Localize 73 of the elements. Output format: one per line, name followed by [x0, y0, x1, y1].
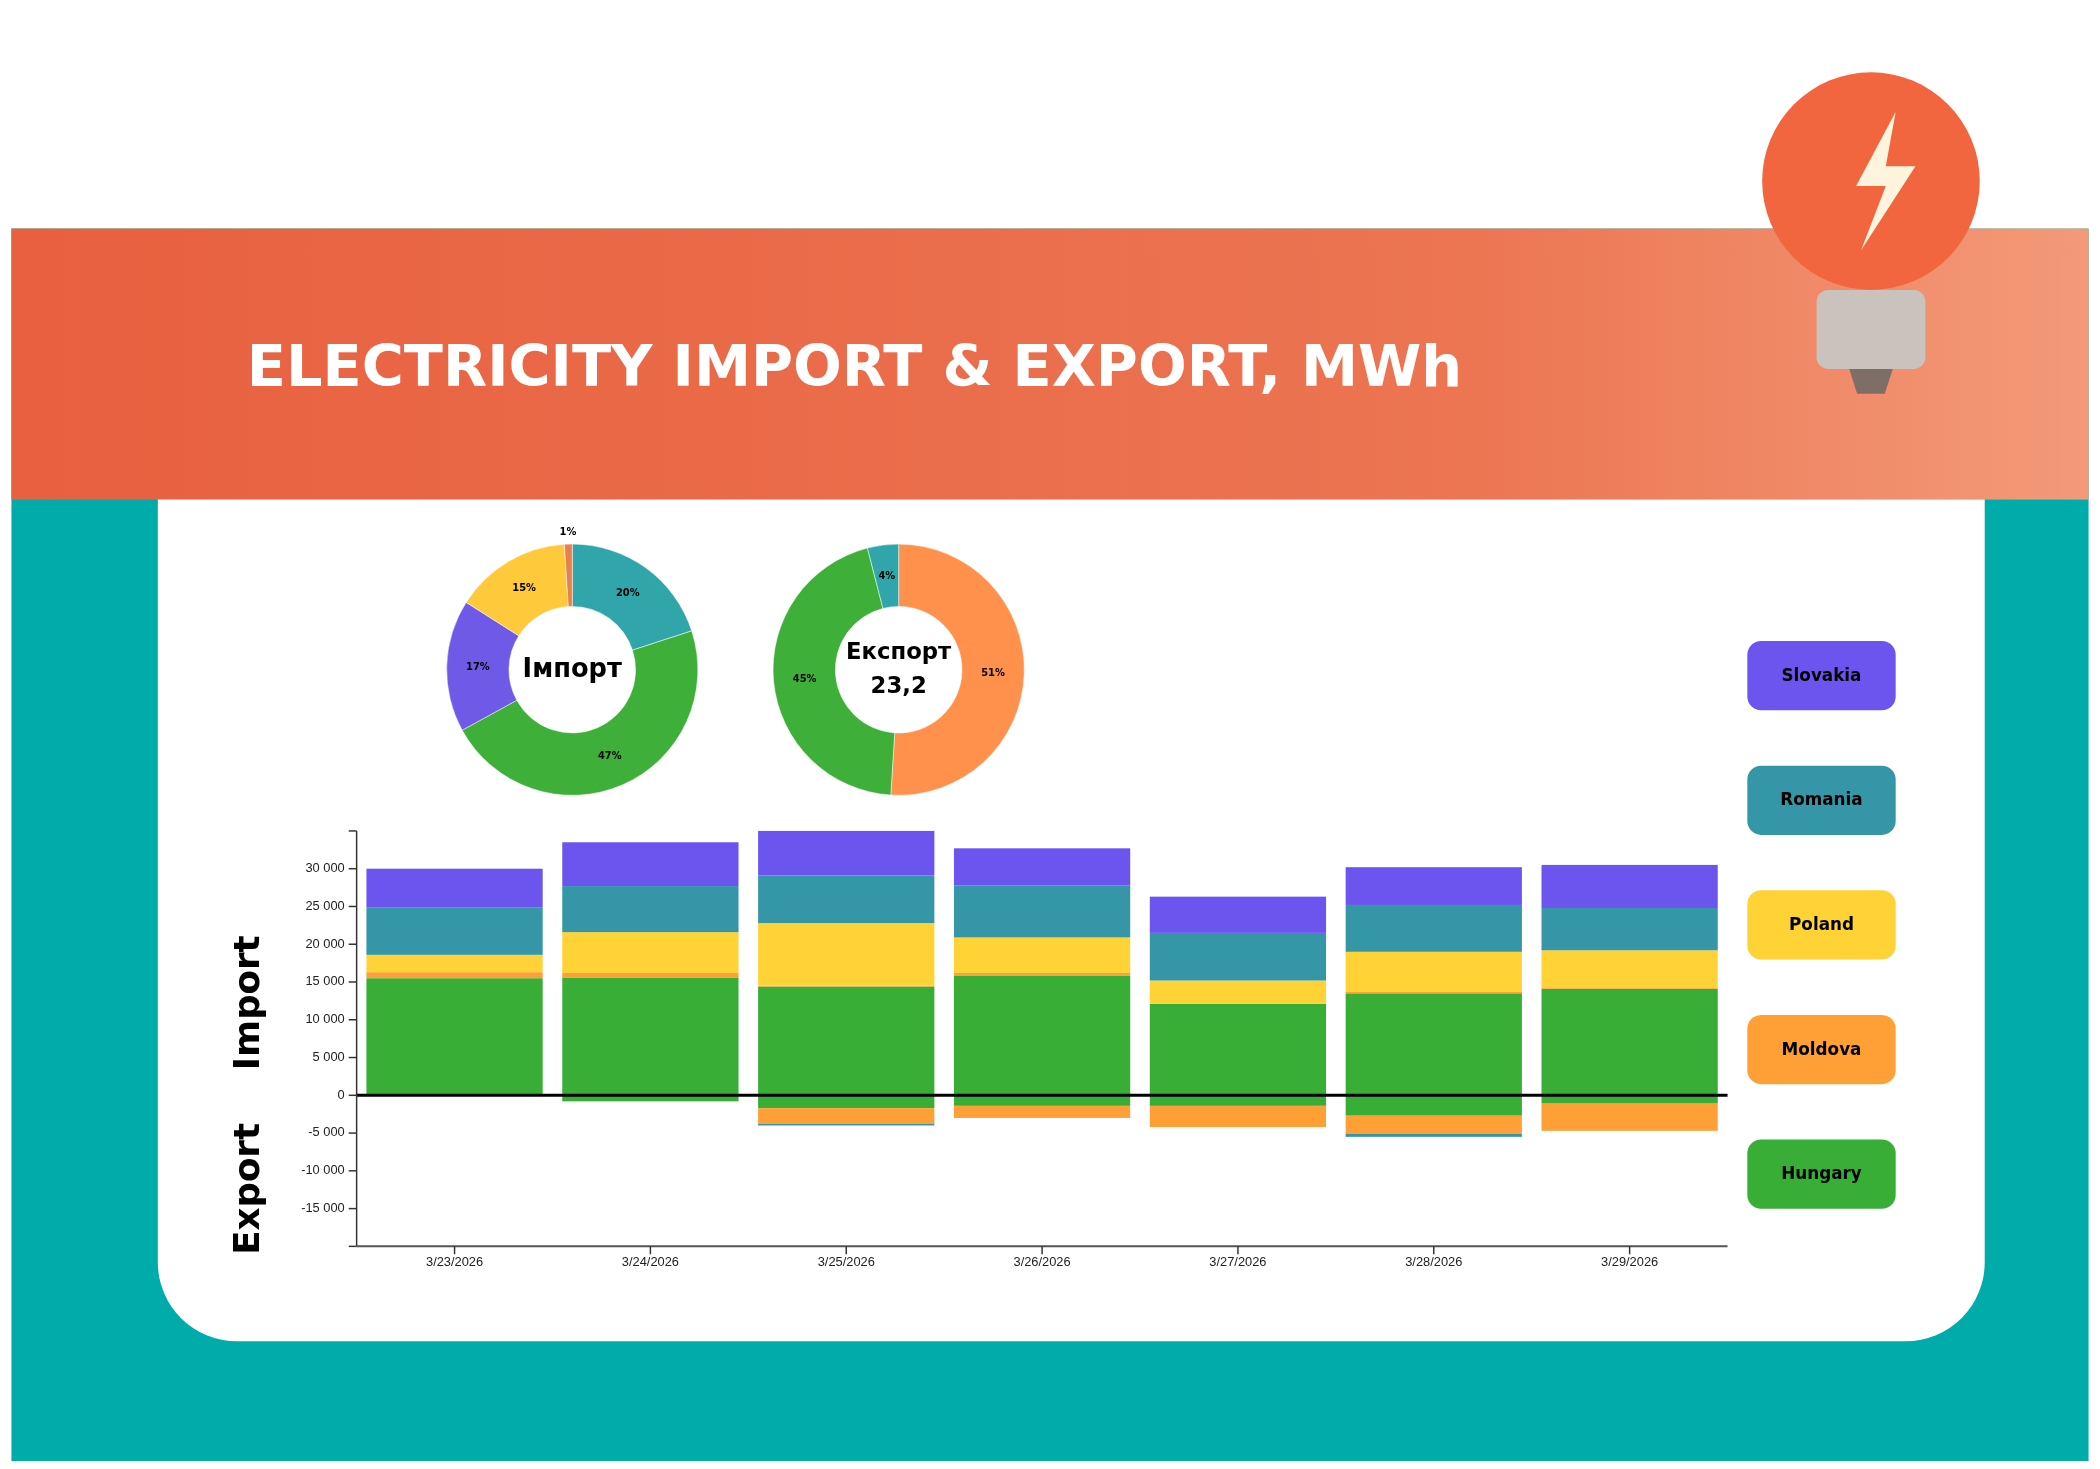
y-axis-title: Import [225, 935, 267, 1071]
y-tick-label: 10 000 [305, 1011, 345, 1027]
bar [758, 1108, 935, 1124]
bar [1345, 867, 1522, 905]
bar [562, 977, 739, 1096]
bar [1541, 864, 1718, 908]
text: 23,2 [870, 672, 927, 699]
bar [1149, 1105, 1327, 1128]
bar [562, 842, 739, 887]
x-tick-label: 3/26/2026 [1013, 1254, 1071, 1270]
x-tick-label: 3/29/2026 [1601, 1254, 1659, 1270]
bar [953, 975, 1131, 1096]
y-tick-label: 30 000 [305, 860, 345, 876]
bar [366, 978, 543, 1096]
bar [1541, 907, 1718, 951]
data-label: 47% [597, 750, 622, 762]
y-tick-label: -10 000 [301, 1162, 345, 1178]
x-tick-label: 3/28/2026 [1405, 1254, 1463, 1270]
bar [1541, 1103, 1718, 1131]
y-tick-label: -15 000 [301, 1199, 345, 1215]
bar [953, 1105, 1131, 1118]
bar [1149, 1003, 1327, 1096]
bar [1345, 993, 1522, 1096]
data-label: 17% [466, 660, 490, 672]
x-tick-label: 3/27/2026 [1209, 1254, 1267, 1270]
bar [366, 954, 543, 973]
bar [758, 830, 935, 876]
bar [1149, 980, 1327, 1004]
x-tick-label: 3/25/2026 [817, 1254, 875, 1270]
bar [1345, 951, 1522, 992]
bar [758, 875, 935, 924]
bar [1541, 988, 1718, 1096]
data-label: 45% [792, 672, 817, 684]
bar [1345, 1095, 1522, 1116]
text: Moldova [1781, 1038, 1862, 1059]
bar [953, 885, 1131, 938]
bar [1345, 1133, 1522, 1137]
text: Romania [1780, 789, 1863, 810]
bar [953, 848, 1131, 886]
text: Poland [1789, 913, 1854, 934]
y-tick-label: 5 000 [312, 1048, 345, 1064]
bar [758, 923, 935, 986]
text: Експорт [846, 638, 953, 665]
data-label: 4% [878, 570, 896, 581]
y-tick-label: -5 000 [308, 1124, 345, 1140]
bar [758, 986, 935, 1096]
text: Імпорт [522, 653, 622, 684]
text: Export [225, 1123, 267, 1255]
bar [562, 932, 739, 973]
chart-title: ELECTRICITY IMPORT & EXPORT, MWh [246, 332, 1463, 400]
bar [1345, 1115, 1522, 1134]
bar [953, 972, 1131, 976]
bar [1149, 932, 1327, 981]
x-tick-label: 3/24/2026 [621, 1254, 679, 1270]
data-label: 15% [512, 582, 537, 594]
x-tick-label: 3/23/2026 [425, 1254, 484, 1270]
bar [1541, 950, 1718, 989]
y-tick-label: 15 000 [305, 973, 345, 989]
bar [366, 868, 543, 908]
text: Hungary [1781, 1163, 1862, 1184]
data-label: 20% [615, 587, 640, 599]
y-tick-label: 0 [337, 1086, 345, 1102]
bar [953, 937, 1131, 973]
data-label: 51% [981, 666, 1005, 678]
bar [366, 907, 543, 955]
bar [1345, 904, 1522, 952]
bar [366, 972, 543, 979]
bar [1149, 896, 1327, 933]
text: Slovakia [1781, 664, 1862, 685]
bar [562, 886, 739, 933]
y-tick-label: 20 000 [305, 935, 345, 951]
y-tick-label: 25 000 [305, 897, 345, 913]
data-label: 1% [559, 526, 577, 538]
